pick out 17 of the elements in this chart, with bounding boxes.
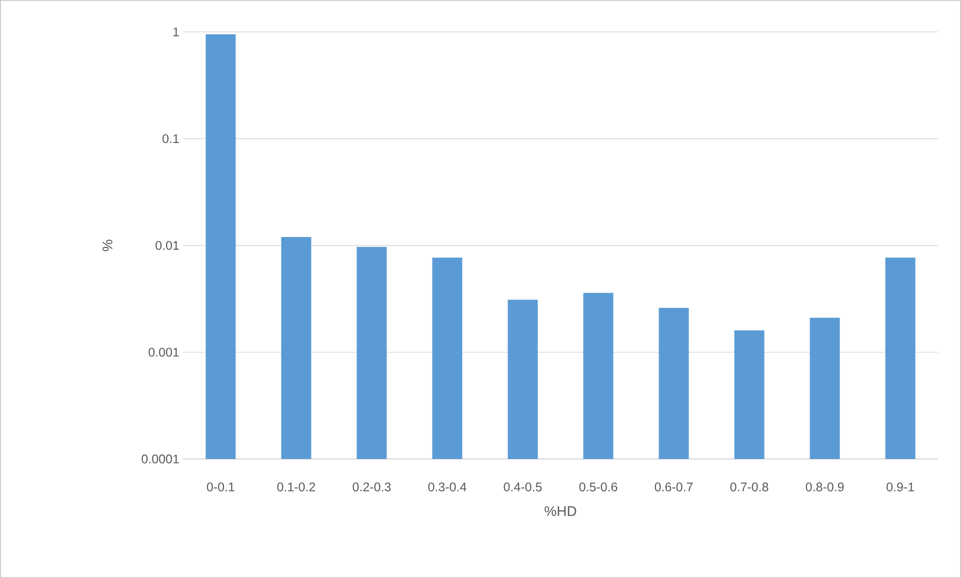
y-axis-title: % [102,240,112,252]
y-tick-label: 0.01 [156,241,179,250]
x-tick-label: 0-0.1 [206,482,234,492]
x-tick-label: 0.7-0.8 [730,482,768,492]
x-tick-label: 0.3-0.4 [428,482,466,492]
x-tick-label: 0.2-0.3 [352,482,391,492]
y-tick-label: 0.0001 [142,454,179,464]
x-tick-label: 0.6-0.7 [654,482,693,492]
x-tick-label: 0.5-0.6 [579,482,618,492]
y-tick-label: 1 [173,28,179,36]
y-tick-label: 0.001 [148,348,179,357]
y-tick-label: 0.1 [162,134,179,144]
x-tick-label: 0.4-0.5 [504,482,542,492]
x-axis-title: %HD [544,506,576,516]
x-tick-label: 0.9-1 [886,482,914,492]
x-tick-label: 0.1-0.2 [277,482,316,492]
x-tick-label: 0.8-0.9 [806,482,844,492]
